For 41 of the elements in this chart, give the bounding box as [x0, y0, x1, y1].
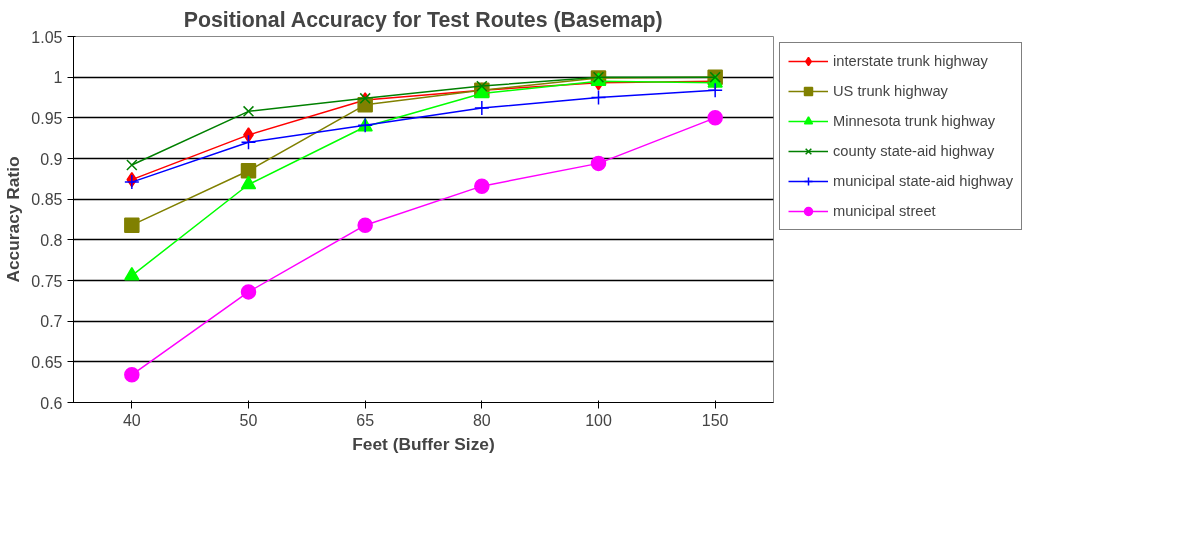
legend-label: interstate trunk highway — [833, 53, 988, 69]
chart-title: Positional Accuracy for Test Routes (Basemap) — [183, 7, 663, 32]
legend-label: municipal street — [833, 203, 936, 219]
point — [240, 284, 257, 300]
y-tick-label: 0.65 — [31, 353, 63, 371]
y-tick-label: 0.7 — [40, 313, 63, 331]
point — [124, 367, 140, 383]
y-tick-label: 0.75 — [31, 272, 63, 290]
point — [240, 134, 257, 150]
y-tick-label: 0.95 — [31, 109, 63, 127]
point — [474, 178, 490, 194]
y-tick-label: 1.05 — [31, 28, 63, 46]
point — [240, 175, 257, 190]
x-tick-label: 40 — [122, 411, 141, 429]
x-tick-label: 100 — [585, 411, 612, 429]
point — [590, 89, 607, 106]
point — [242, 105, 255, 118]
x-tick-label: 80 — [472, 411, 491, 429]
y-tick-label: 1 — [53, 69, 63, 87]
y-tick-label: 0.9 — [40, 150, 63, 168]
point — [124, 217, 140, 233]
point — [590, 155, 607, 172]
point — [357, 217, 373, 233]
x-tick-label: 65 — [356, 411, 375, 429]
x-tick-label: 150 — [701, 411, 729, 429]
y-axis-title: Accuracy Ratio — [3, 156, 24, 283]
x-tick-label: 50 — [239, 411, 258, 429]
y-tick-label: 0.8 — [40, 231, 63, 249]
legend-label: municipal state-aid highway — [833, 173, 1014, 189]
point — [126, 159, 138, 171]
y-tick-label: 0.85 — [31, 191, 63, 209]
x-axis-title: Feet (Buffer Size) — [352, 433, 495, 454]
point — [707, 82, 723, 98]
point — [707, 110, 723, 126]
legend-label: US trunk highway — [833, 83, 948, 99]
point — [476, 80, 488, 92]
point — [474, 100, 490, 116]
y-tick-label: 0.6 — [40, 394, 63, 412]
legend-label: Minnesota trunk highway — [833, 113, 996, 129]
point — [240, 162, 257, 179]
legend-label: county state-aid highway — [833, 143, 995, 159]
